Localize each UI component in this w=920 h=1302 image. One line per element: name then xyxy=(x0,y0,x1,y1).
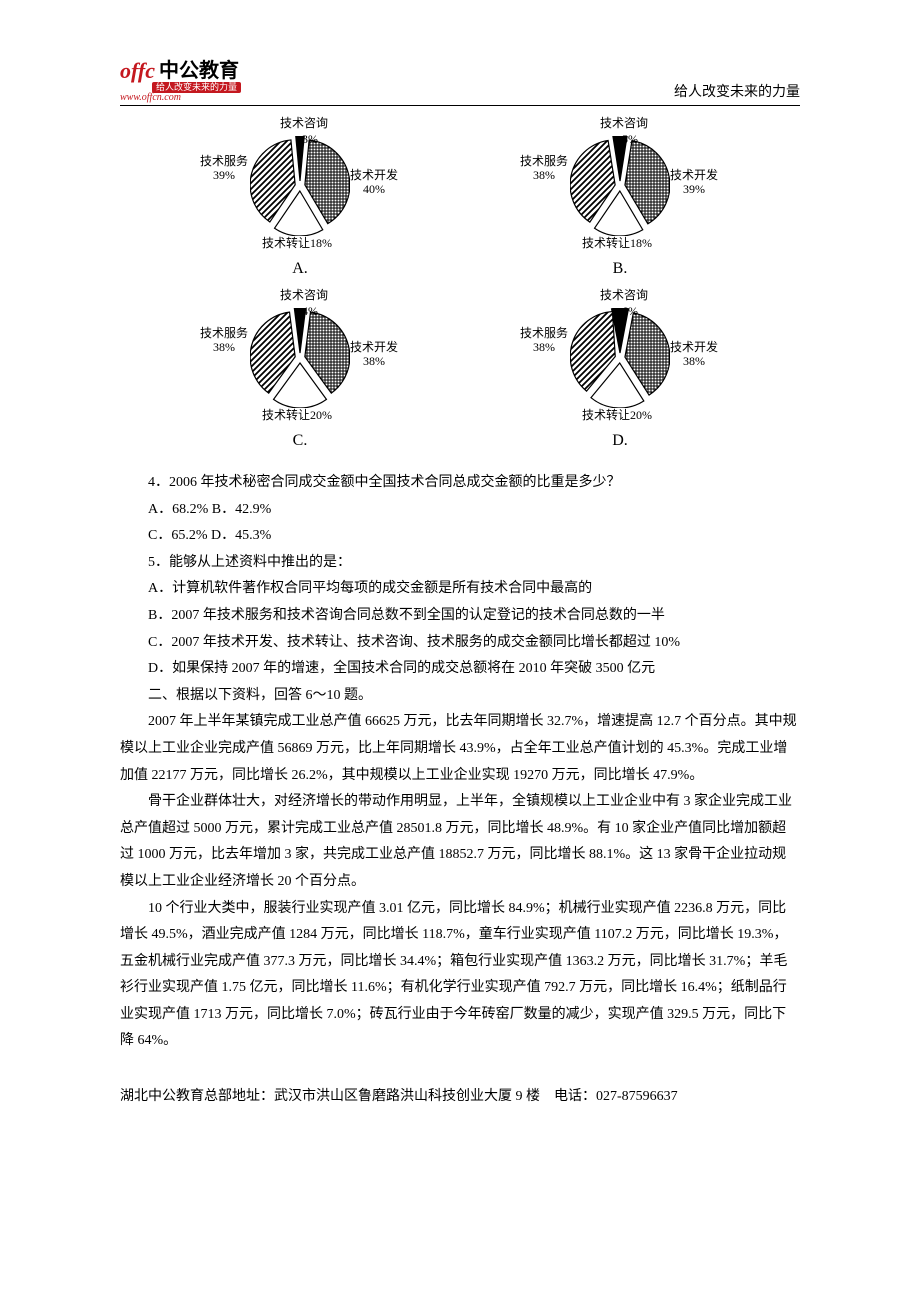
label-service: 技术服务38% xyxy=(200,326,248,355)
label-consult: 技术咨询 xyxy=(600,288,648,302)
chart-letter: D. xyxy=(480,432,760,450)
q5-stem: 5．能够从上述资料中推出的是： xyxy=(148,550,800,577)
label-dev: 技术开发39% xyxy=(670,168,718,197)
q5-option-c: C．2007 年技术开发、技术转让、技术咨询、技术服务的成交金额同比增长都超过 … xyxy=(148,630,800,657)
body-text: 4．2006 年技术秘密合同成交金额中全国技术合同总成交金额的比重是多少？ A．… xyxy=(120,470,800,1055)
paragraph-2: 骨干企业群体壮大，对经济增长的带动作用明显，上半年，全镇规模以上工业企业中有 3… xyxy=(120,789,800,895)
label-consult-pct: 3% xyxy=(302,132,318,146)
pie-chart-C: 技术咨询 4% 技术开发38% 技术转让20% 技术服务38% C. xyxy=(160,288,440,450)
page-header: offc 中公教育 给人改变未来的力量 www.offcn.com 给人改变未来… xyxy=(120,60,800,106)
q4-option-cd: C．65.2% D．45.3% xyxy=(148,523,800,550)
q5-option-d: D．如果保持 2007 年的增速，全国技术合同的成交总额将在 2010 年突破 … xyxy=(148,656,800,683)
pie-svg xyxy=(570,308,670,408)
pie-chart-B: 技术咨询 5% 技术开发39% 技术转让18% 技术服务38% B. xyxy=(480,116,760,278)
label-dev: 技术开发38% xyxy=(670,340,718,369)
q5-option-a: A．计算机软件著作权合同平均每项的成交金额是所有技术合同中最高的 xyxy=(148,576,800,603)
label-dev: 技术开发38% xyxy=(350,340,398,369)
pie-chart-A: 技术咨询 3% 技术开发40% 技术转让18% 技术服务39% A. xyxy=(160,116,440,278)
q4-stem: 4．2006 年技术秘密合同成交金额中全国技术合同总成交金额的比重是多少？ xyxy=(148,470,800,497)
header-slogan: 给人改变未来的力量 xyxy=(674,81,800,101)
page-footer: 湖北中公教育总部地址：武汉市洪山区鲁磨路洪山科技创业大厦 9 楼 电话：027-… xyxy=(120,1085,800,1105)
label-transfer: 技术转让18% xyxy=(582,236,652,250)
pie-svg xyxy=(570,136,670,236)
label-consult: 技术咨询 xyxy=(280,288,328,302)
logo-url: www.offcn.com xyxy=(120,93,241,103)
chart-letter: B. xyxy=(480,260,760,278)
label-service: 技术服务39% xyxy=(200,154,248,183)
label-transfer: 技术转让20% xyxy=(582,408,652,422)
label-consult-pct: 6% xyxy=(622,304,638,318)
label-transfer: 技术转让20% xyxy=(262,408,332,422)
section-2-title: 二、根据以下资料，回答 6～10 题。 xyxy=(148,683,800,710)
label-consult: 技术咨询 xyxy=(600,116,648,130)
paragraph-3: 10 个行业大类中，服装行业实现产值 3.01 亿元，同比增长 84.9%；机械… xyxy=(120,896,800,1056)
chart-letter: C. xyxy=(160,432,440,450)
q4-option-ab: A．68.2% B．42.9% xyxy=(148,497,800,524)
label-dev: 技术开发40% xyxy=(350,168,398,197)
pie-svg xyxy=(250,136,350,236)
label-service: 技术服务38% xyxy=(520,154,568,183)
paragraph-1: 2007 年上半年某镇完成工业总产值 66625 万元，比去年同期增长 32.7… xyxy=(120,709,800,789)
label-consult-pct: 4% xyxy=(302,304,318,318)
logo-block: offc 中公教育 给人改变未来的力量 www.offcn.com xyxy=(120,60,241,103)
q5-option-b: B．2007 年技术服务和技术咨询合同总数不到全国的认定登记的技术合同总数的一半 xyxy=(148,603,800,630)
label-consult: 技术咨询 xyxy=(280,116,328,130)
pie-svg xyxy=(250,308,350,408)
logo-cn-text: 中公教育 xyxy=(159,61,239,81)
label-transfer: 技术转让18% xyxy=(262,236,332,250)
pie-charts-grid: 技术咨询 3% 技术开发40% 技术转让18% 技术服务39% A. 技术咨询 … xyxy=(160,116,760,450)
chart-letter: A. xyxy=(160,260,440,278)
logo-mark: offc xyxy=(120,60,155,82)
pie-chart-D: 技术咨询 6% 技术开发38% 技术转让20% 技术服务38% D. xyxy=(480,288,760,450)
label-service: 技术服务38% xyxy=(520,326,568,355)
label-consult-pct: 5% xyxy=(622,132,638,146)
